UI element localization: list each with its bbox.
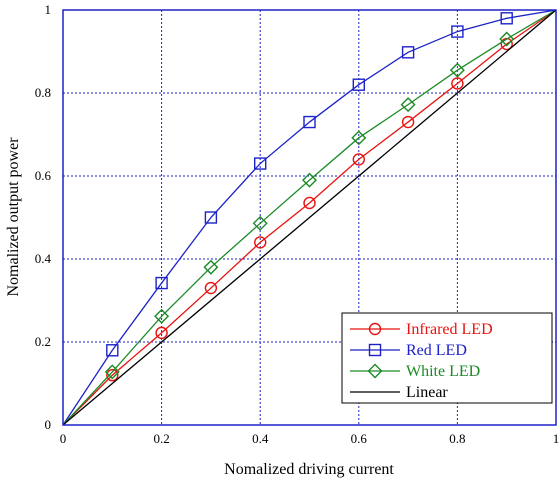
- legend-marker-infrared-led: [368, 322, 382, 336]
- data-point-white-led: [203, 259, 219, 275]
- data-point-red-led: [451, 25, 464, 38]
- data-point-red-led: [401, 46, 415, 59]
- y-tick-label: 0: [45, 417, 52, 432]
- legend-box: [341, 312, 553, 404]
- legend-label-linear: Linear: [406, 384, 448, 401]
- data-point-infrared-led: [451, 77, 464, 90]
- legend: Infrared LED Red LED White LED Linear: [341, 312, 553, 404]
- data-point-white-led: [351, 130, 367, 146]
- y-tick-label: 0.8: [35, 85, 51, 100]
- data-point-red-led: [303, 115, 316, 129]
- series-line-white-led: [62, 9, 557, 426]
- data-point-infrared-led: [303, 196, 316, 210]
- data-point-red-led: [352, 78, 365, 91]
- series-red-led: [62, 9, 557, 426]
- data-point-red-led: [500, 12, 513, 25]
- data-point-infrared-led: [155, 326, 168, 340]
- series-infrared-led: [62, 9, 557, 426]
- tick-labels: 0 0.2 0.4 0.6 0.8 1 0 0.2 0.4 0.6 0.8 1: [35, 2, 560, 446]
- x-tick-label: 0.4: [252, 431, 269, 446]
- data-point-infrared-led: [106, 369, 119, 382]
- y-tick-label: 0.6: [35, 168, 52, 183]
- legend-marker-red-led: [368, 343, 382, 357]
- x-tick-label: 0.8: [449, 431, 465, 446]
- legend-label-infrared-led: Infrared LED: [406, 321, 493, 338]
- data-point-white-led: [449, 62, 465, 78]
- data-point-infrared-led: [204, 281, 218, 295]
- data-point-red-led: [204, 211, 218, 224]
- data-point-infrared-led: [401, 115, 415, 129]
- series-white-led: [62, 9, 557, 426]
- series-linear: [62, 9, 557, 426]
- plot-frame: [62, 9, 557, 426]
- legend-label-white-led: White LED: [406, 363, 480, 380]
- data-point-white-led: [104, 364, 120, 380]
- data-point-white-led: [252, 215, 268, 231]
- series-line-red-led: [62, 9, 557, 426]
- y-tick-label: 0.2: [35, 334, 51, 349]
- data-point-red-led: [253, 157, 267, 170]
- x-tick-label: 0.2: [153, 431, 169, 446]
- data-point-red-led: [106, 344, 119, 357]
- data-point-white-led: [302, 172, 317, 188]
- x-tick-label: 0.6: [351, 431, 368, 446]
- series-line-infrared-led: [62, 9, 557, 426]
- series-group: [62, 9, 557, 426]
- legend-marker-white-led: [367, 363, 383, 379]
- x-tick-label: 1: [553, 431, 560, 446]
- data-point-white-led: [499, 31, 515, 47]
- x-axis-title: Nomalized driving current: [224, 461, 394, 478]
- data-point-infrared-led: [352, 153, 365, 166]
- y-tick-label: 0.4: [35, 251, 52, 266]
- series-line-linear: [62, 9, 557, 426]
- legend-label-red-led: Red LED: [406, 342, 467, 359]
- y-axis-title: Nomalized output power: [5, 137, 22, 297]
- data-point-infrared-led: [254, 236, 267, 249]
- data-point-white-led: [400, 97, 416, 113]
- data-point-red-led: [155, 276, 168, 290]
- x-tick-label: 0: [60, 431, 67, 446]
- data-point-white-led: [154, 308, 170, 324]
- y-tick-label: 1: [45, 2, 52, 17]
